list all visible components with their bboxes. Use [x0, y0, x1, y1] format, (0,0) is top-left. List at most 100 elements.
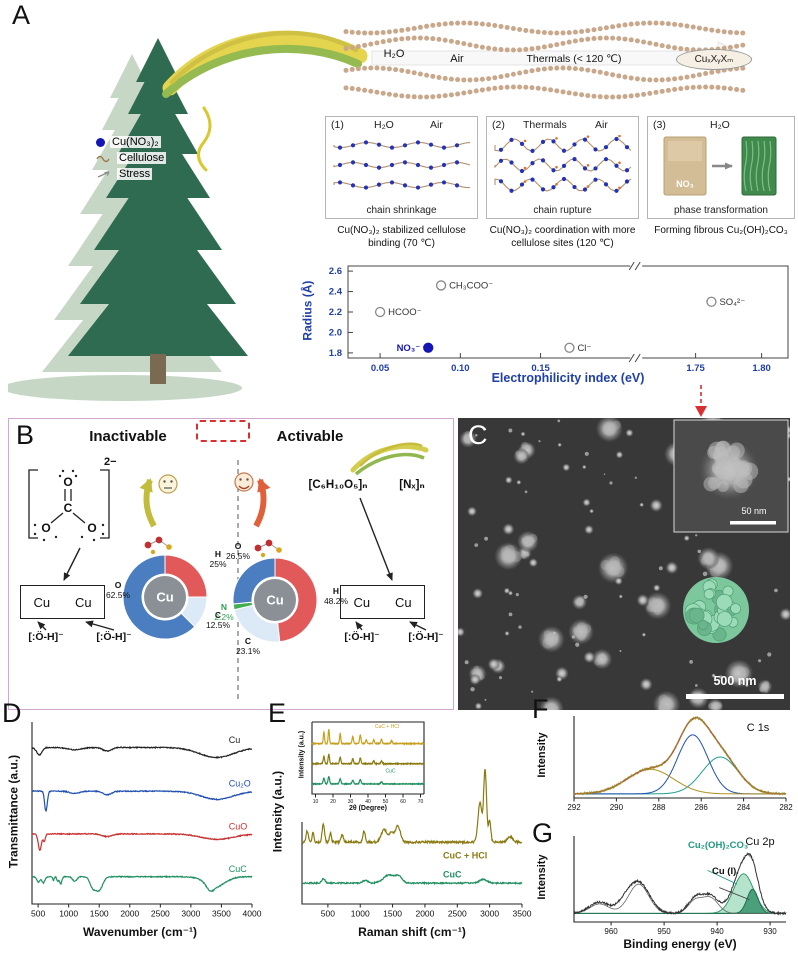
- spectrum-raw: [573, 715, 787, 796]
- atom-O: O: [63, 475, 72, 489]
- x-tick-label: 950: [657, 927, 671, 936]
- x-tick-label: 0.10: [451, 363, 470, 374]
- step3-label-h2o: H₂O: [710, 119, 730, 131]
- y-tick-label: 2.2: [329, 307, 342, 318]
- panel-b-frame: [8, 418, 454, 710]
- step2-label-air: Air: [595, 119, 608, 131]
- cu2p-xlabel: Binding energy (eV): [623, 937, 737, 951]
- step-number-2: (2): [492, 119, 505, 131]
- x-tick-label: 3000: [181, 909, 200, 919]
- cellulose-formula: [C₆H₁₀O₅]ₙ: [308, 479, 368, 491]
- cu-atom: Cu: [394, 594, 412, 610]
- main-scalebar: [686, 694, 784, 699]
- red-dashed-highlight-box: [196, 420, 250, 442]
- hydroxide-ion: [:Ö-H]⁻: [28, 631, 64, 643]
- strand-label-air: Air: [450, 53, 464, 65]
- x-tick-label: 290: [610, 803, 624, 812]
- x-tick-label: 2500: [151, 909, 170, 919]
- step-caption-2: Cu(NO₃)₂ coordination with more cellulos…: [489, 225, 636, 249]
- point-label: HCOO⁻: [388, 307, 422, 318]
- point-label: NO₃⁻: [397, 343, 421, 354]
- spectrum-raw: [573, 852, 787, 916]
- series-label: Cu₂O: [229, 779, 251, 789]
- step1-label-h2o: H₂O: [374, 119, 394, 131]
- atom-O: O: [87, 521, 96, 535]
- donut-center-label: Cu: [156, 590, 173, 605]
- cu-cu-box-left: Cu Cu: [20, 585, 105, 619]
- x-tick-label: 288: [652, 803, 666, 812]
- x-tick-label: 3000: [480, 909, 499, 919]
- x-tick-label: 1000: [59, 909, 78, 919]
- atom-C: C: [64, 501, 73, 515]
- spectrum-Cu: [31, 746, 253, 759]
- inset-scalebar: [730, 521, 776, 525]
- x-tick-label: 1500: [383, 909, 402, 919]
- cu-atom: Cu: [353, 594, 371, 610]
- scatter-point-CH₃COO⁻: [435, 280, 447, 291]
- legend-item-stress: Stress: [96, 168, 166, 180]
- spectrum-component-blue: [574, 734, 786, 795]
- series-label: CuC: [443, 870, 462, 880]
- step-box-2: (2) Thermals Air chain rupture: [486, 116, 639, 219]
- xps-cu2p-chart: 960 950 940 930: [573, 836, 787, 936]
- cu-cu-box-right: Cu Cu: [340, 585, 425, 619]
- raman-ylabel: Intensity (a.u.): [270, 770, 285, 853]
- spectrum-CuC: [301, 873, 523, 886]
- active-arrow: [253, 478, 271, 528]
- donut-left-label-H: H 25%: [209, 549, 227, 570]
- step-caption-1: Cu(NO₃)₂ stabilized cellulose binding (7…: [337, 225, 466, 249]
- raman-xlabel: Raman shift (cm⁻¹): [358, 925, 466, 939]
- hydroxide-ion: [:Ö-H]⁻: [96, 631, 132, 643]
- spectrum-CuC + HCl: [301, 768, 523, 846]
- panel-d-label: D: [2, 698, 22, 728]
- y-tick-label: 2.6: [329, 266, 342, 277]
- main-scalebar-label: 500 nm: [713, 674, 757, 688]
- donut-left-label-O: O 62.5%: [105, 580, 131, 601]
- x-tick-label: 2500: [448, 909, 467, 919]
- step2-label-thermals: Thermals: [523, 119, 567, 131]
- donut-slice-O: [122, 554, 196, 640]
- spectrum-CuC: [311, 775, 425, 786]
- donut-right-label-O: O 26.5%: [225, 541, 251, 562]
- x-tick-label: 20: [330, 799, 336, 805]
- legend: Cu(NO₃)₂ Cellulose Stress: [96, 136, 167, 184]
- x-tick-label: 40: [365, 799, 371, 805]
- x-tick-label: 286: [695, 803, 709, 812]
- carbonate-structure: [28, 469, 110, 539]
- y-tick-label: 2.0: [329, 327, 342, 338]
- donut-right-label-H: H 48.2%: [323, 586, 349, 607]
- x-tick-label: 284: [737, 803, 751, 812]
- c1s-annotation: C 1s: [746, 722, 770, 734]
- donut-center-label: Cu: [266, 593, 283, 608]
- photo-label-no3: NO₃: [676, 179, 694, 189]
- x-tick-label: 500: [321, 909, 335, 919]
- phase-transformation-graphic: [663, 136, 777, 196]
- point-label: CH₃COO⁻: [449, 280, 493, 291]
- spectrum-CuO: [31, 832, 253, 851]
- x-tick-label: 930: [763, 927, 777, 936]
- chain-shrinkage-graphic: [333, 140, 471, 190]
- title-activable: Activable: [276, 428, 344, 445]
- step-number-1: (1): [331, 119, 344, 131]
- xrd-inset-xlabel: 2θ (Degree): [348, 805, 388, 812]
- step-number-3: (3): [653, 119, 666, 131]
- inactive-arrow: [139, 478, 157, 528]
- neutral-face-icon: [158, 474, 178, 494]
- donut-right-label-C: C 23.1%: [235, 636, 261, 657]
- nitrogen-formula: [Nₓ]ₙ: [399, 479, 425, 491]
- point-label: Cl⁻: [577, 343, 591, 354]
- x-tick-label: 10: [313, 799, 319, 805]
- series-label: Cu: [229, 735, 241, 745]
- legend-label-cellulose: Cellulose: [117, 152, 167, 164]
- x-tick-label: 2000: [120, 909, 139, 919]
- x-tick-label: 3500: [212, 909, 231, 919]
- x-tick-label: 70: [418, 799, 424, 805]
- strand-label-thermals: Thermals (< 120 ℃): [526, 53, 622, 65]
- cu-nitrate-dot-icon: [96, 137, 105, 147]
- panel-b-label: B: [16, 420, 35, 450]
- x-tick-label: 3500: [513, 909, 532, 919]
- x-tick-label: 292: [567, 803, 581, 812]
- x-tick-label: 500: [31, 909, 45, 919]
- scatter-point-Cl⁻: [564, 342, 575, 353]
- x-tick-label: 4000: [243, 909, 262, 919]
